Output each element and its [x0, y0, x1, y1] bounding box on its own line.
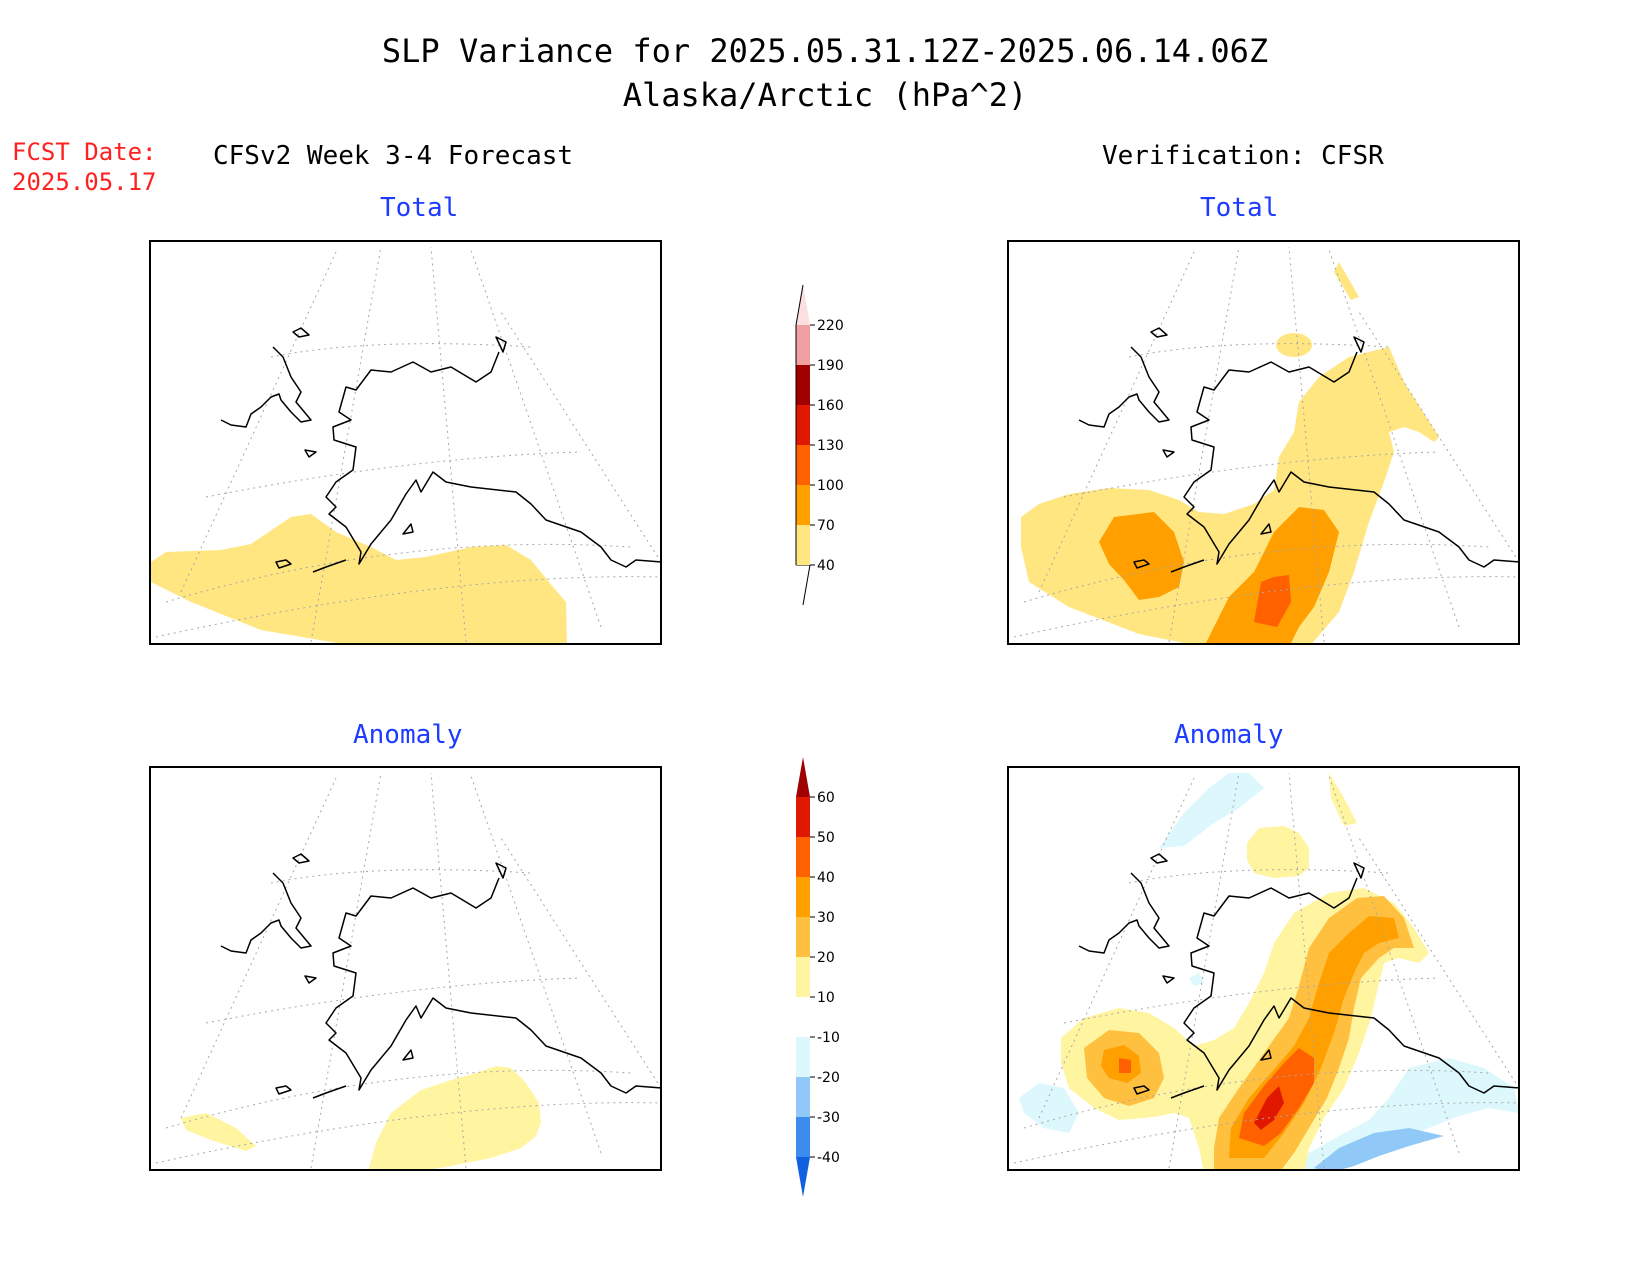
fcst-date-label: FCST Date: — [12, 138, 157, 166]
main-subtitle: Alaska/Arctic (hPa^2) — [622, 76, 1028, 114]
colorbar-lower-tip — [796, 564, 811, 606]
colorbar-label: 220 — [817, 318, 844, 334]
verification-column-title: Verification: CFSR — [1102, 141, 1384, 171]
colorbar-label: 100 — [817, 478, 844, 494]
forecast-total-map — [149, 240, 662, 645]
fcst-date: FCST Date: 2025.05.17 — [12, 137, 157, 197]
colorbar-label: 50 — [817, 830, 835, 846]
colorbar-label: 30 — [817, 910, 835, 926]
coastline — [1078, 853, 1518, 1099]
coastline — [1078, 327, 1518, 573]
colorbar-segment — [796, 797, 810, 837]
colorbar-segment — [796, 957, 810, 997]
verification-anomaly-shading — [1019, 773, 1518, 1169]
graticule — [155, 246, 660, 643]
colorbar-label: 60 — [817, 790, 835, 806]
colorbar-label: 40 — [817, 870, 835, 886]
colorbar-segment — [796, 325, 810, 365]
colorbar-segment — [796, 1077, 810, 1117]
colorbar-label: -30 — [817, 1110, 840, 1126]
graticule — [1013, 246, 1518, 643]
fcst-date-value: 2025.05.17 — [12, 168, 157, 196]
colorbar-segment — [796, 837, 810, 877]
verification-total-shading — [1021, 262, 1439, 643]
colorbar-segment — [796, 1117, 810, 1157]
colorbar-label: 70 — [817, 518, 835, 534]
colorbar-segment — [796, 997, 810, 1037]
colorbar-label: -20 — [817, 1070, 840, 1086]
graticule — [1013, 772, 1518, 1169]
colorbar-segment — [796, 525, 810, 565]
forecast-total-shading — [151, 514, 567, 643]
total-colorbar: 40 70 100 130 160 190 220 — [790, 280, 860, 614]
colorbar-segment — [796, 917, 810, 957]
colorbar-label: 190 — [817, 358, 844, 374]
graticule — [155, 772, 660, 1169]
forecast-anomaly-map — [149, 766, 662, 1171]
verification-total-title: Total — [1200, 193, 1279, 223]
colorbar-segment — [796, 365, 810, 405]
colorbar-label: -10 — [817, 1030, 840, 1046]
colorbar-label: 130 — [817, 438, 844, 454]
forecast-total-title: Total — [380, 193, 459, 223]
colorbar-label: -40 — [817, 1150, 840, 1166]
colorbar-lower-tip — [796, 1157, 810, 1197]
coastline — [220, 853, 660, 1099]
colorbar-segment — [796, 445, 810, 485]
main-title: SLP Variance for 2025.05.31.12Z-2025.06.… — [381, 32, 1269, 70]
colorbar-segment — [796, 405, 810, 445]
verification-anomaly-map — [1007, 766, 1520, 1171]
colorbar-upper-tip — [796, 285, 810, 325]
coastline — [220, 327, 660, 573]
anomaly-colorbar: -40 -30 -20 -10 10 20 30 40 50 60 — [790, 752, 860, 1206]
colorbar-segment — [796, 485, 810, 525]
forecast-anomaly-shading — [181, 1066, 541, 1169]
colorbar-label: 10 — [817, 990, 835, 1006]
forecast-column-title: CFSv2 Week 3-4 Forecast — [213, 141, 574, 171]
forecast-anomaly-title: Anomaly — [353, 720, 463, 750]
colorbar-label: 160 — [817, 398, 844, 414]
colorbar-segment — [796, 877, 810, 917]
colorbar-label: 20 — [817, 950, 835, 966]
verification-anomaly-title: Anomaly — [1174, 720, 1284, 750]
verification-total-map — [1007, 240, 1520, 645]
colorbar-label: 40 — [817, 558, 835, 574]
colorbar-upper-tip — [796, 757, 810, 797]
colorbar-segment — [796, 1037, 810, 1077]
